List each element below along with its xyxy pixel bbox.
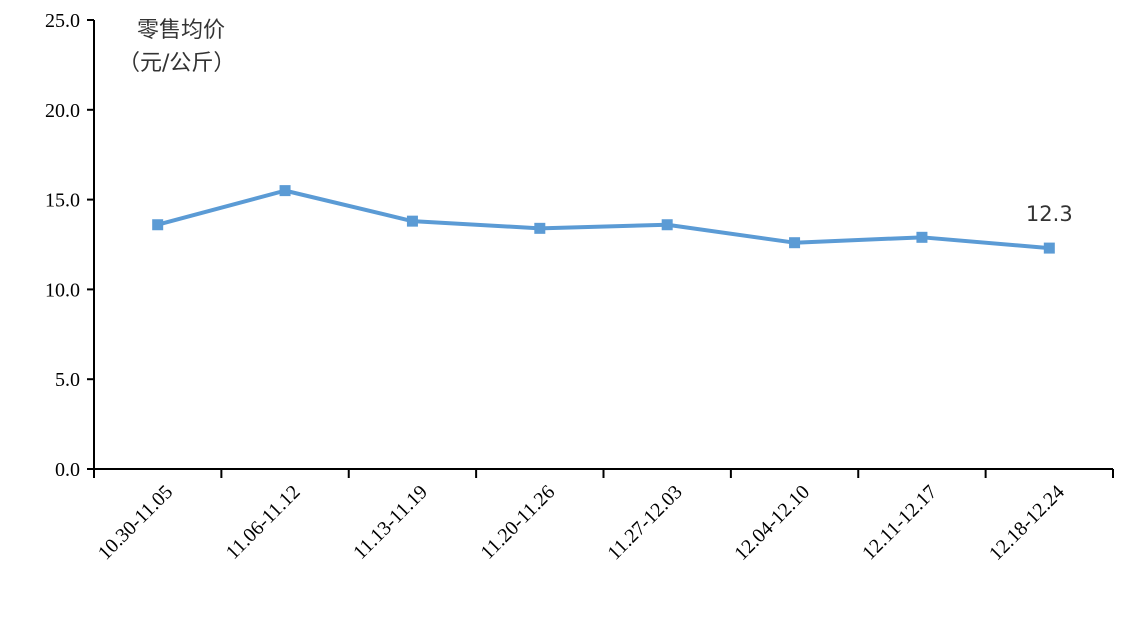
x-tick-label: 10.30-11.05: [94, 481, 177, 564]
y-tick-label: 25.0: [45, 10, 80, 32]
x-tick-label: 11.20-11.26: [476, 481, 559, 564]
x-ticks: 10.30-11.05 11.06-11.12 11.13-11.19 11.20-1…: [93, 469, 1114, 565]
axes: [93, 20, 1113, 470]
data-point: [916, 231, 928, 243]
y-tick-label: 10.0: [45, 279, 80, 301]
data-point: [1043, 242, 1055, 254]
y-axis-label: 零售均价 （元/公斤）: [118, 18, 235, 76]
data-point: [152, 219, 164, 231]
y-axis-label-line-2: （元/公斤）: [118, 51, 235, 76]
series-line: [157, 188, 1050, 251]
y-tick-label: 20.0: [45, 100, 80, 122]
data-label: 12.3: [1026, 202, 1073, 226]
data-point: [789, 237, 801, 249]
x-tick-label: 11.13-11.19: [349, 481, 432, 564]
data-point: [661, 219, 673, 231]
x-tick-label: 12.18-12.24: [985, 481, 1069, 565]
x-tick-label: 12.04-12.10: [730, 481, 814, 565]
x-tick-label: 11.27-12.03: [603, 481, 686, 564]
y-tick-label: 15.0: [45, 190, 80, 212]
data-point: [279, 185, 291, 197]
y-ticks: 0.0 5.0 10.0 15.0 20.0 25.0: [45, 10, 94, 481]
y-tick-label: 0.0: [55, 459, 80, 481]
y-axis-label-line-1: 零售均价: [137, 18, 225, 43]
y-tick-label: 5.0: [55, 369, 80, 391]
x-tick-label: 12.11-12.17: [858, 481, 941, 564]
x-tick-label: 11.06-11.12: [222, 481, 305, 564]
series: [152, 185, 1055, 254]
data-labels: 12.3: [1026, 202, 1073, 226]
data-point: [406, 215, 418, 227]
data-point: [534, 222, 546, 234]
